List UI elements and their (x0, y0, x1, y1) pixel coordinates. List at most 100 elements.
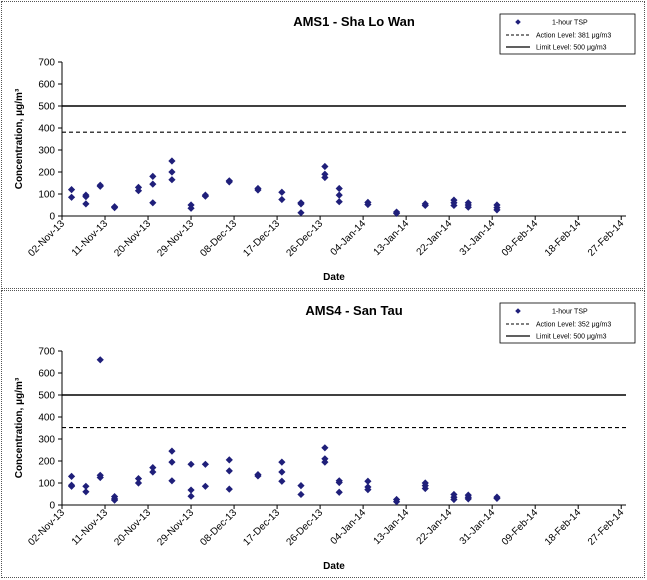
chart2-data-point (297, 490, 305, 499)
chart2-y-tick-label: 500 (38, 391, 55, 402)
chart1-y-tick-label: 400 (38, 124, 55, 135)
chart2-x-tick-label: 18-Feb-14 (543, 507, 584, 548)
chart2-data-point (335, 478, 343, 487)
chart1-x-tick-label: 29-Nov-13 (155, 218, 196, 259)
chart1-data-point (149, 172, 157, 180)
chart2-x-tick-label: 13-Jan-14 (372, 507, 412, 547)
chart2-legend-scatter-label: 1-hour TSP (552, 309, 588, 316)
chart1-y-tick-label: 700 (38, 58, 55, 69)
chart1-data-point (168, 157, 176, 165)
chart2-y-tick-label: 0 (49, 501, 55, 512)
chart1-data-point (168, 168, 176, 176)
chart2-legend: 1-hour TSP Action Level: 352 μg/m3 Limit L… (499, 302, 636, 344)
chart2-data-point (168, 458, 176, 466)
chart2-y-tick-label: 200 (38, 457, 55, 468)
chart2-legend-marker (515, 308, 521, 314)
chart2-y-axis-title: Concentration, μg/m³ (14, 377, 25, 478)
chart1-legend-marker (515, 19, 521, 25)
chart2-data-point (278, 458, 286, 466)
chart2-data-point (225, 456, 233, 464)
chart2-x-tick-label: 26-Dec-13 (284, 507, 325, 548)
chart-panel-ams4: AMS4 - San Tau 0 100 200 300 400 500 600 700 02-N… (1, 290, 645, 578)
chart1-data-point (134, 187, 143, 195)
chart1-x-tick-label: 20-Nov-13 (112, 218, 153, 259)
chart2-data-point (168, 447, 176, 455)
chart2-x-axis-title: Date (323, 561, 345, 572)
chart2-data-point (364, 477, 372, 485)
chart2-data-point (297, 482, 305, 490)
chart2-x-tick-label: 22-Jan-14 (415, 507, 455, 547)
chart1-x-axis-title: Date (323, 272, 345, 283)
chart1-data-point (392, 209, 401, 217)
chart2-x-tick-label: 02-Nov-13 (26, 507, 67, 548)
chart2-y-tick-label: 300 (38, 435, 55, 446)
chart2-x-tick-label: 27-Feb-14 (586, 507, 627, 548)
chart1-y-tick-label: 500 (38, 102, 55, 113)
chart1-y-tick-label: 200 (38, 168, 55, 179)
chart2-data-point (149, 468, 157, 476)
chart1-data-point (278, 195, 286, 204)
chart1-data-point (321, 162, 329, 171)
chart1-y-tick-label: 0 (49, 212, 55, 223)
chart2-data-point (321, 444, 329, 452)
chart1-legend-action-label: Action Level: 381 μg/m3 (536, 33, 611, 40)
chart1-data-point (149, 180, 157, 188)
chart2-data-point (134, 479, 143, 487)
chart2-data-point (278, 468, 286, 476)
chart2-data-point (67, 472, 76, 480)
chart1-y-tick-label: 600 (38, 80, 55, 91)
chart1-data-point (335, 184, 343, 193)
chart1-x-tick-label: 22-Jan-14 (415, 218, 455, 258)
chart1-data-point (297, 209, 305, 217)
chart2-data-point (421, 484, 429, 493)
chart1-x-tick-label: 13-Jan-14 (372, 218, 412, 258)
chart2-data-point (168, 477, 176, 485)
chart-panel-ams1: AMS1 - Sha Lo Wan 0 100 200 300 400 500 600 700 0… (1, 1, 645, 289)
chart2-data-point (335, 488, 343, 496)
chart1-y-tick-label: 100 (38, 190, 55, 201)
chart2-title: AMS4 - San Tau (305, 303, 402, 318)
chart2-x-tick-label: 20-Nov-13 (112, 507, 153, 548)
chart1-data-point (278, 188, 286, 196)
chart2-data-point (187, 492, 195, 500)
chart2-x-tick-label: 17-Dec-13 (241, 507, 282, 548)
chart2-data-point (493, 494, 501, 502)
chart1-data-point (201, 192, 209, 200)
chart1-x-tick-label: 04-Jan-14 (329, 218, 369, 258)
chart2-data-point (254, 472, 262, 480)
chart1-x-tick-label: 11-Nov-13 (70, 218, 111, 259)
chart1-x-tick-label: 02-Nov-13 (26, 218, 67, 259)
chart1-legend: 1-hour TSP Action Level: 381 μg/m3 Limit L… (499, 13, 636, 55)
chart2-x-tick-label: 29-Nov-13 (155, 507, 196, 548)
chart1-y-axis-title: Concentration, μg/m³ (14, 88, 25, 189)
chart2-data-point (82, 488, 90, 496)
chart1-x-tick-label: 18-Feb-14 (543, 218, 584, 259)
chart1-data-point (82, 193, 90, 201)
chart1-data-point (450, 201, 458, 210)
chart-ams1: AMS1 - Sha Lo Wan 0 100 200 300 400 500 600 700 0… (14, 13, 636, 283)
chart1-data-point (335, 198, 343, 206)
chart2-x-tick-label: 08-Dec-13 (198, 507, 239, 548)
chart1-data-point (149, 199, 157, 207)
chart1-data-point (67, 186, 76, 194)
chart1-data-point (168, 176, 176, 184)
chart1-data-point (493, 206, 501, 214)
chart2-data-point (67, 482, 76, 490)
chart2-data-point (225, 467, 233, 475)
chart1-data-point (321, 173, 329, 182)
chart1-title: AMS1 - Sha Lo Wan (293, 14, 415, 29)
chart2-data-point (96, 473, 104, 482)
chart1-data-point (96, 182, 104, 190)
chart1-x-tick-label: 17-Dec-13 (241, 218, 282, 259)
chart2-data-point (187, 460, 195, 468)
chart2-data-point (82, 482, 90, 490)
chart2-x-tick-label: 04-Jan-14 (329, 507, 369, 547)
chart2-y-tick-label: 600 (38, 369, 55, 380)
chart2-data-point (187, 486, 195, 494)
chart1-x-tick-label: 26-Dec-13 (284, 218, 325, 259)
chart-ams4: AMS4 - San Tau 0 100 200 300 400 500 600 700 02-N… (14, 302, 636, 572)
chart1-x-tick-label: 31-Jan-14 (458, 218, 498, 258)
chart2-x-tick-label: 31-Jan-14 (458, 507, 498, 547)
chart1-data-point (297, 200, 305, 208)
chart1-x-tick-label: 27-Feb-14 (586, 218, 627, 259)
